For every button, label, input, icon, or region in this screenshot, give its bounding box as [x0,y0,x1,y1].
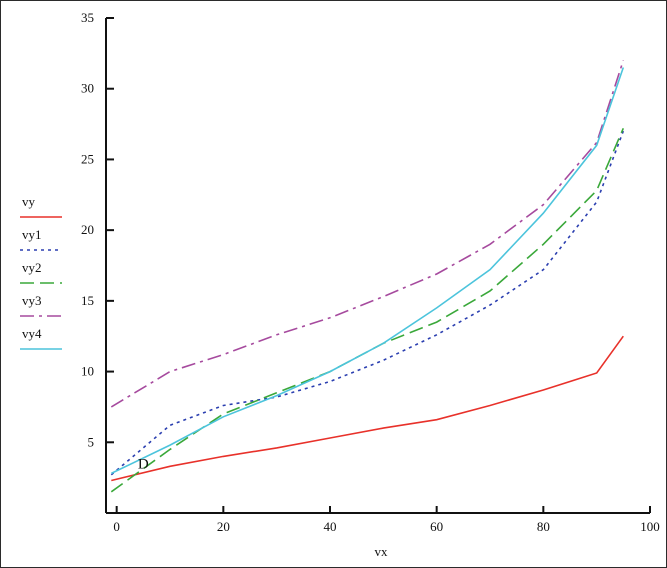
series-line-vy1 [110,130,625,476]
x-tick-label: 40 [324,519,337,534]
series-line-vy4 [110,67,625,475]
series-line-vy [111,335,624,482]
y-tick-label: 5 [88,434,95,449]
series-line-vy3 [110,60,625,408]
x-tick-label: 20 [217,519,230,534]
series-line-vy2 [110,127,625,493]
y-tick-label: 20 [81,222,94,237]
legend-label-vy4: vy4 [22,326,42,341]
legend-label-vy2: vy2 [22,260,42,275]
legend: vy vy1 vy2 vy3 vy4 [20,194,62,350]
x-tick-label: 0 [113,519,120,534]
x-tick-label: 100 [640,519,660,534]
x-axis-title: vx [375,544,389,559]
x-tick-label: 80 [537,519,550,534]
annotations: D [138,457,149,473]
y-tick-label: 10 [81,364,94,379]
legend-label-vy3: vy3 [22,293,42,308]
chart-annotation: D [138,457,149,473]
series-layer [110,60,625,493]
y-tick-label: 35 [81,10,94,25]
y-tick-label: 30 [81,81,94,96]
axes: 5 10 15 20 25 30 35 0 20 40 60 80 100 [81,10,660,534]
legend-label-vy: vy [22,194,36,209]
x-tick-label: 60 [430,519,443,534]
y-tick-label: 15 [81,293,94,308]
y-tick-label: 25 [81,151,94,166]
legend-label-vy1: vy1 [22,227,42,242]
